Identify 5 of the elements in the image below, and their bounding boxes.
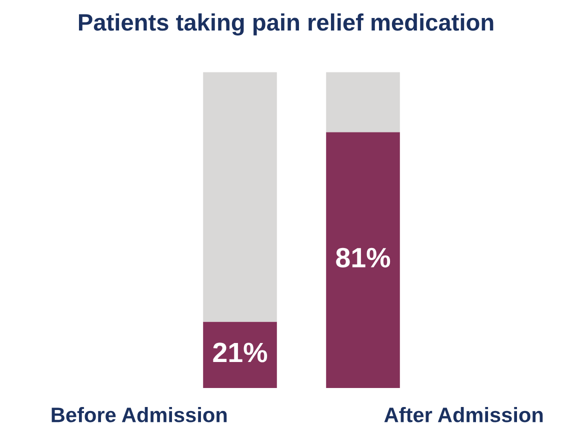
x-tick-label: After Admission bbox=[384, 406, 543, 422]
data-label: 81% bbox=[336, 248, 390, 268]
x-tick-label: Before Admission bbox=[52, 406, 227, 422]
chart-title: Patients taking pain relief medication bbox=[78, 13, 494, 36]
data-label: 21% bbox=[213, 342, 268, 362]
